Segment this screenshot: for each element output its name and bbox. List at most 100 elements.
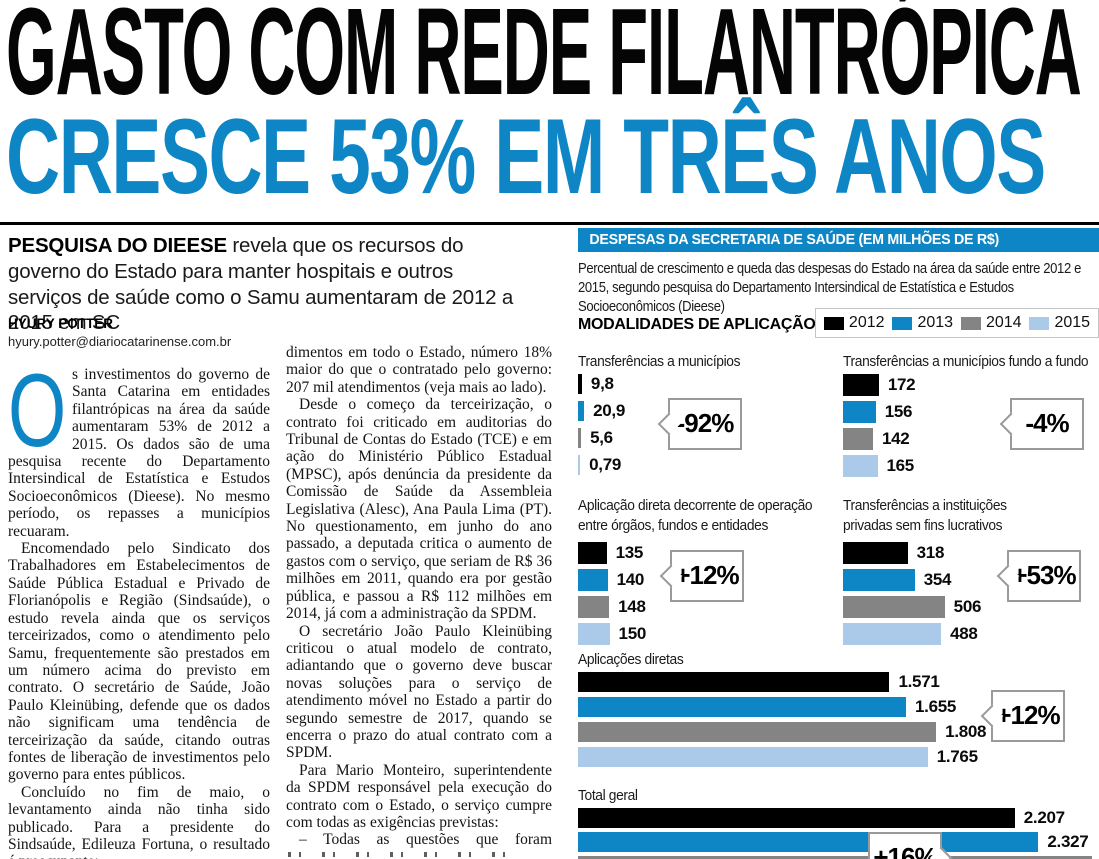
bar-2012 [843,542,908,564]
bar-2012 [578,374,582,394]
bar-value: 172 [887,375,916,394]
bar-row: 9,8 [578,374,614,394]
chart-legend: 2012 2013 2014 2015 [815,308,1099,338]
bar-row: 20,9 [578,401,625,421]
chart-group: Transferências a municípios fundo a fund… [843,352,1099,477]
chart-title: Transferências a municípios fundo a fund… [843,353,1089,370]
byline-email: hyury.potter@diariocatarinense.com.br [8,334,232,349]
legend-swatch [960,316,981,330]
lead-paragraph: PESQUISA DO DIEESE revela que os recurso… [8,233,524,336]
bar-2015 [578,455,581,475]
bar-row: 172 [843,374,916,396]
bar-value: 20,9 [593,401,625,420]
legend-swatch [892,316,913,330]
infographic-title: DESPESAS DA SECRETARIA DE SAÚDE (EM MILH… [589,231,1000,248]
byline-author: HYURY POTTER [8,316,114,331]
legend-swatch [823,316,844,330]
bar-value: 156 [884,402,913,421]
bar-2014 [578,722,937,742]
bar-value: 148 [618,597,646,616]
headline-line1: GASTO COM REDE FILANTRÓPICA [6,0,1082,121]
bar-value: 2.327 [1047,832,1089,851]
bar-row: 165 [843,455,914,477]
bar-2012 [843,374,879,396]
article-paragraph: – Todas as questões que foram judicializ… [286,831,552,850]
bar-value: 150 [618,624,647,643]
clipped-next-line [288,852,524,857]
chart-title: Transferências a municípios [578,353,741,370]
bar-row: 1.808 [578,722,987,742]
chart-title: Transferências a instituições privadas se… [843,497,1007,534]
bar-value: 135 [615,543,644,562]
bar-row [578,856,1092,859]
bar-2014 [578,596,610,618]
variation-badge: -4% [1010,398,1084,450]
bar-value: 9,8 [590,374,614,393]
divider-rule [0,222,1099,225]
bar-row: 156 [843,401,912,423]
drop-cap: O [8,366,67,469]
bar-2015 [578,623,610,645]
bar-2015 [578,747,928,767]
chart-group: Transferências a instituições privadas se… [843,496,1081,645]
variation-badge: +16% [868,832,942,859]
bar-row: 488 [843,623,978,645]
infographic-subtitle: Percentual de crescimento e queda das de… [578,261,1082,316]
legend-item: 2013 [892,314,953,332]
article-column-2: dimentos em todo o Estado, número 18% ma… [286,344,552,850]
chart-group: Aplicações diretas 1.571 1.655 1.808 1.765 +1… [578,650,1065,767]
article-paragraph: Encomendado pelo Sindicato dos Trabalhad… [8,540,270,784]
article-paragraph: O secretário João Paulo Kleinübing criti… [286,622,552,762]
chart-group: Transferências a municípios 9,8 20,9 5,6 0,7… [578,352,754,475]
bar-row: 135 [578,542,643,564]
bar-2012 [578,542,607,564]
bar-value: 142 [881,429,910,448]
bar-value: 0,79 [589,455,622,474]
bar-row: 1.765 [578,747,978,767]
bar-2014 [843,428,873,450]
bar-row: 150 [578,623,646,645]
chart-title: Aplicação direta decorrente de operação e… [578,497,813,534]
headline-line2: CRESCE 53% EM TRÊS ANOS [6,96,1046,216]
lead-text: revela que os recursos do governo do Est… [8,234,514,335]
bar-value: 488 [950,624,978,643]
bar-row: 140 [578,569,644,591]
article-paragraph: Concluído no fim de maio, o levantamento… [8,783,270,859]
bar-row: 354 [843,569,952,591]
legend-item: 2014 [960,314,1022,332]
bar-2014 [578,856,1092,859]
bar-value: 165 [886,456,915,475]
legend-item: 2015 [1029,314,1090,332]
chart-title: Aplicações diretas [578,651,684,668]
article-paragraph: Desde o começo da terceirização, o contr… [286,396,552,623]
variation-badge: +53% [1007,550,1081,602]
bar-row: 148 [578,596,646,618]
bar-2013 [843,569,915,591]
bar-row: 0,79 [578,455,621,475]
bar-row: 1.571 [578,672,940,692]
variation-badge: -92% [668,398,742,450]
legend-swatch [1029,316,1050,330]
bar-value: 5,6 [590,428,613,447]
bar-2014 [578,428,582,448]
byline: HYURY POTTER hyury.potter@diariocatarine… [8,316,278,349]
bar-row: 318 [843,542,944,564]
bar-value: 318 [916,543,945,562]
bar-row: 2.327 [578,832,1089,852]
bar-2013 [578,832,1039,852]
legend-year: 2013 [917,314,954,331]
legend-item: 2012 [823,314,885,332]
bar-value: 354 [923,570,952,589]
chart-group: Total geral 2.207 2.327 +16% [578,786,1092,859]
infographic: DESPESAS DA SECRETARIA DE SAÚDE (EM MILH… [578,228,1099,859]
legend-year: 2015 [1054,314,1091,331]
bar-value: 1.655 [915,697,957,716]
bar-value: 1.571 [898,672,940,691]
bar-row: 1.655 [578,697,956,717]
bar-value: 506 [953,597,982,616]
bar-2012 [578,672,890,692]
legend-year: 2014 [985,314,1022,331]
